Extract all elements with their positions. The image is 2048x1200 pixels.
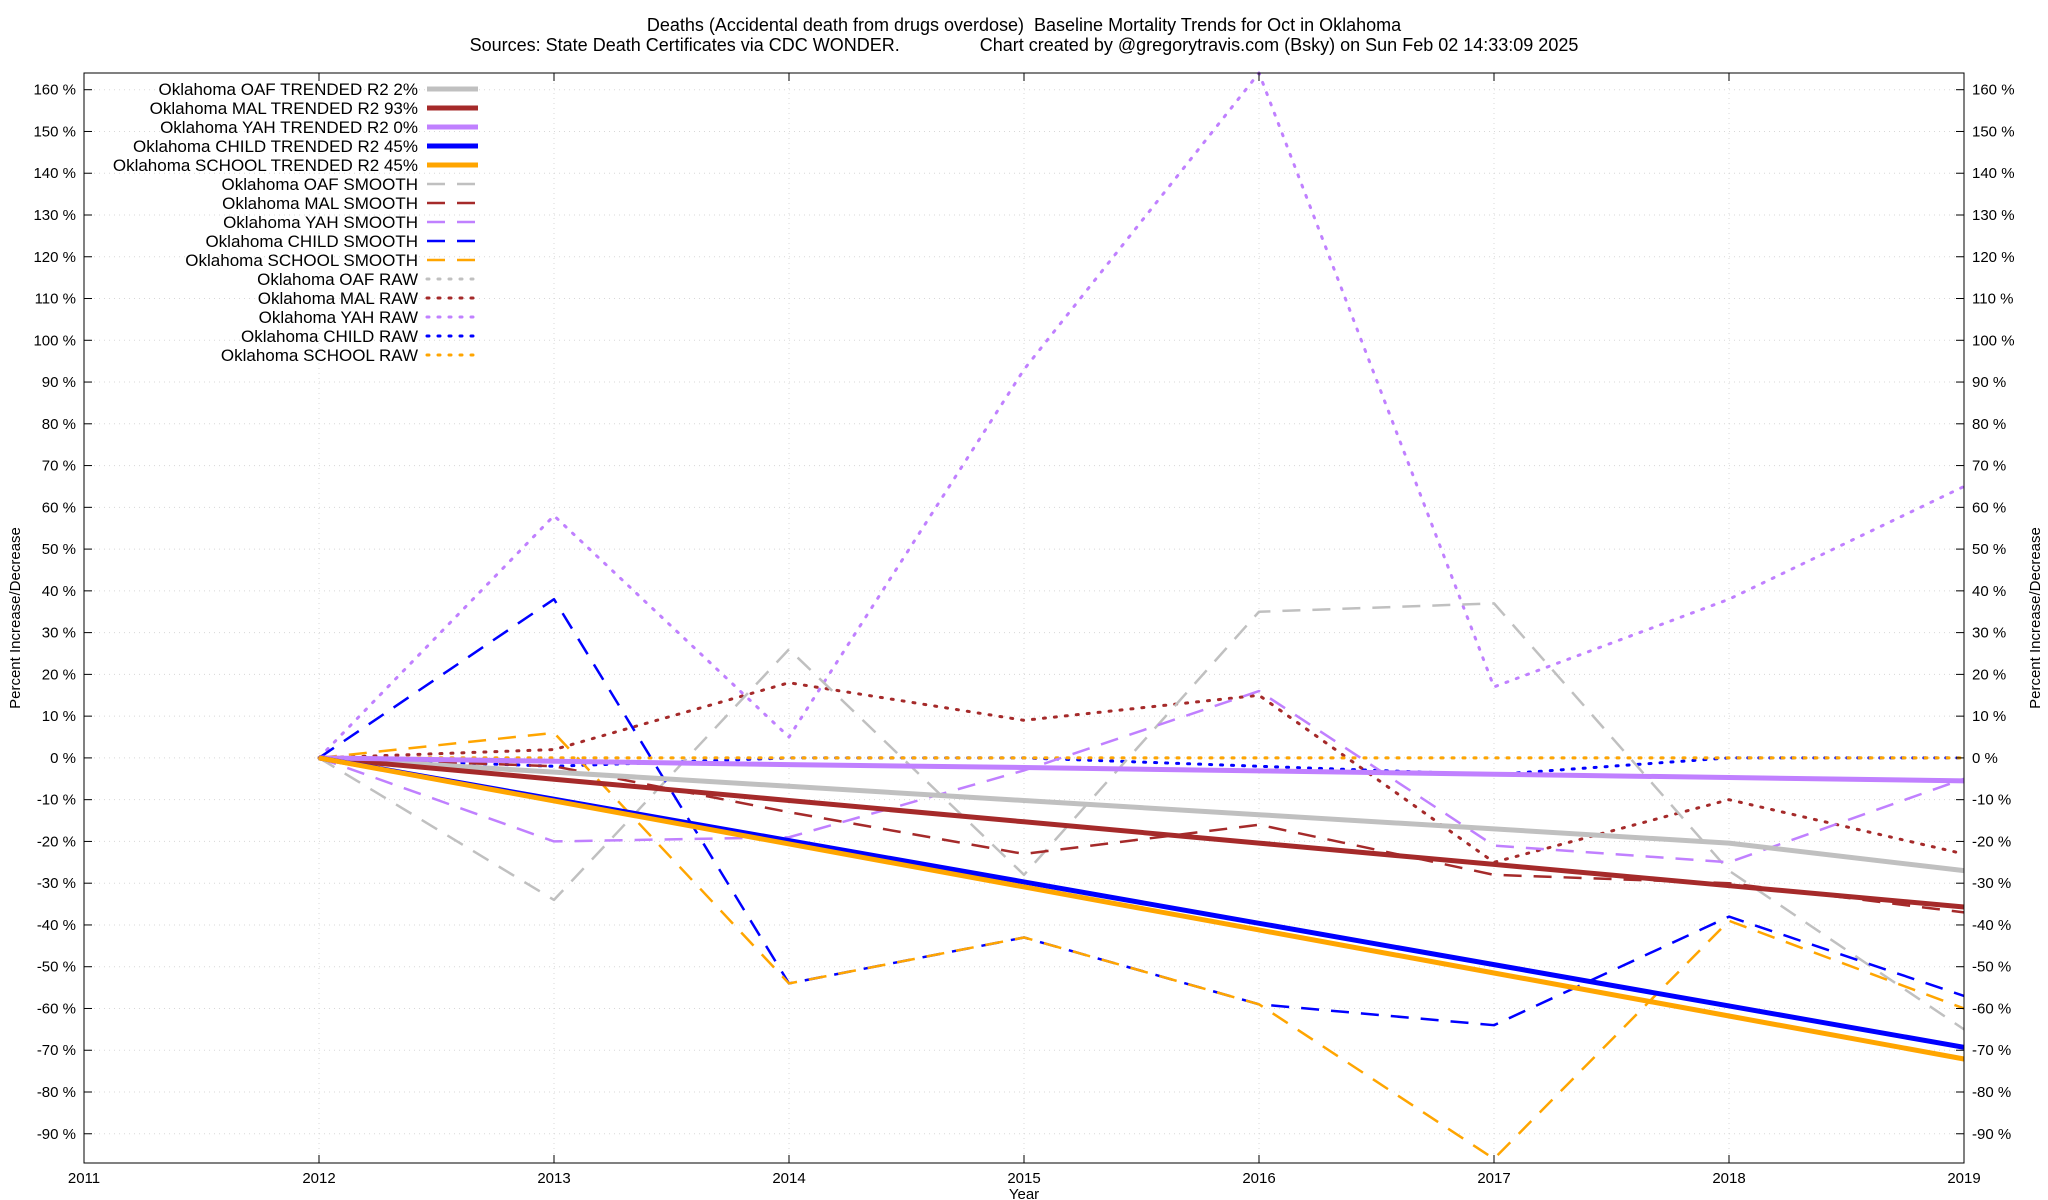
y2-tick-label: 100 % [1972,332,2015,349]
legend-label: Oklahoma CHILD RAW [241,327,418,346]
y2-tick-label: 10 % [1972,708,2006,725]
legend-label: Oklahoma CHILD SMOOTH [205,232,418,251]
x-tick-label: 2014 [772,1170,805,1187]
legend-label: Oklahoma MAL TRENDED R2 93% [150,99,418,118]
y2-tick-label: -80 % [1972,1084,2011,1101]
y-tick-label: 120 % [33,249,76,266]
y2-tick-label: 50 % [1972,541,2006,558]
legend-label: Oklahoma SCHOOL SMOOTH [185,251,418,270]
y2-tick-label: 30 % [1972,625,2006,642]
y-tick-label: 110 % [35,291,76,308]
legend-label: Oklahoma CHILD TRENDED R2 45% [133,137,418,156]
y2-tick-label: 60 % [1972,499,2006,516]
series-line-oklahoma-yah-trended-r2-0 [318,755,1965,784]
legend-label: Oklahoma YAH SMOOTH [223,213,418,232]
y-tick-label: -60 % [37,1000,76,1017]
y2-tick-label: -90 % [1972,1126,2011,1143]
y-tick-label: 0 % [50,750,76,767]
y-tick-label: 50 % [42,541,76,558]
legend-label: Oklahoma MAL SMOOTH [222,194,418,213]
legend-label: Oklahoma SCHOOL TRENDED R2 45% [113,156,418,175]
y2-tick-label: 70 % [1972,458,2006,475]
y-tick-label: 30 % [42,625,76,642]
y2-tick-label: 0 % [1972,750,1998,767]
x-tick-label: 2017 [1477,1170,1510,1187]
y-tick-label: -90 % [37,1126,76,1143]
y-tick-label: 40 % [42,583,76,600]
y2-tick-label: 20 % [1972,666,2006,683]
legend-label: Oklahoma SCHOOL RAW [221,346,418,365]
y-tick-label: -50 % [37,959,76,976]
y2-tick-label: 140 % [1972,165,2015,182]
y-tick-label: 10 % [42,708,76,725]
y-tick-label: 150 % [33,123,76,140]
y-tick-label: 160 % [33,82,76,99]
y-tick-label: -40 % [37,917,76,934]
series-line-oklahoma-child-smooth [318,597,1965,1027]
series-line-oklahoma-yah-smooth [318,689,1965,864]
x-axis-label: Year [1009,1186,1039,1200]
y-tick-label: 100 % [33,332,76,349]
series-line-oklahoma-oaf-smooth [318,602,1965,1031]
x-tick-label: 2018 [1712,1170,1745,1187]
legend-label: Oklahoma YAH RAW [259,308,418,327]
legend: Oklahoma OAF TRENDED R2 2%Oklahoma MAL T… [113,80,480,365]
axis-ticks: 160 % 160 % 150 % 150 % 140 % 140 % 130 % 130 %… [33,73,2015,1187]
y-tick-label: -80 % [37,1084,76,1101]
y2-tick-label: -10 % [1972,792,2011,809]
y-tick-label: 20 % [42,666,76,683]
chart-subtitle: Sources: State Death Certificates via CD… [469,35,1579,55]
x-tick-label: 2015 [1007,1170,1040,1187]
y2-tick-label: -40 % [1972,917,2011,934]
y2-tick-label: -50 % [1972,959,2011,976]
x-tick-label: 2013 [537,1170,570,1187]
y2-tick-label: 40 % [1972,583,2006,600]
legend-label: Oklahoma OAF TRENDED R2 2% [159,80,418,99]
y2-tick-label: 90 % [1972,374,2006,391]
series-line-oklahoma-oaf-trended-r2-2 [318,755,1965,874]
y2-tick-label: 110 % [1972,291,2013,308]
y-tick-label: 60 % [42,499,76,516]
x-tick-label: 2019 [1947,1170,1980,1187]
y-tick-label: 140 % [33,165,76,182]
y-axis-label: Percent Increase/Decrease [7,527,24,709]
series-line-oklahoma-child-raw [317,756,1966,777]
x-tick-label: 2016 [1242,1170,1275,1187]
series-line-oklahoma-school-smooth [318,731,1965,1161]
legend-label: Oklahoma YAH TRENDED R2 0% [160,118,418,137]
y-tick-label: 90 % [42,374,76,391]
series-line-oklahoma-mal-raw [317,681,1966,864]
series-line-oklahoma-yah-raw [317,71,1966,760]
series-line-oklahoma-school-trended-r2-45 [318,755,1965,1062]
y2-tick-label: -70 % [1972,1042,2011,1059]
y2-tick-label: 150 % [1972,123,2015,140]
y2-tick-label: 130 % [1972,207,2015,224]
y2-tick-label: 120 % [1972,249,2015,266]
y2-axis-label: Percent Increase/Decrease [2027,527,2044,709]
y-tick-label: -20 % [37,833,76,850]
chart-title: Deaths (Accidental death from drugs over… [646,15,1402,35]
y-tick-label: -70 % [37,1042,76,1059]
legend-label: Oklahoma MAL RAW [258,289,418,308]
y2-tick-label: 160 % [1972,82,2015,99]
y-tick-label: 80 % [42,416,76,433]
y2-tick-label: 80 % [1972,416,2006,433]
series-line-oklahoma-mal-trended-r2-93 [318,755,1965,910]
y-tick-label: -10 % [37,792,76,809]
series-lines [317,71,1966,1161]
y-tick-label: -30 % [37,875,76,892]
y2-tick-label: -60 % [1972,1000,2011,1017]
y-tick-label: 130 % [33,207,76,224]
y2-tick-label: -30 % [1972,875,2011,892]
y2-tick-label: -20 % [1972,833,2011,850]
x-tick-label: 2011 [68,1170,100,1187]
legend-label: Oklahoma OAF RAW [257,270,418,289]
legend-label: Oklahoma OAF SMOOTH [222,175,418,194]
x-tick-label: 2012 [302,1170,335,1187]
y-tick-label: 70 % [42,458,76,475]
